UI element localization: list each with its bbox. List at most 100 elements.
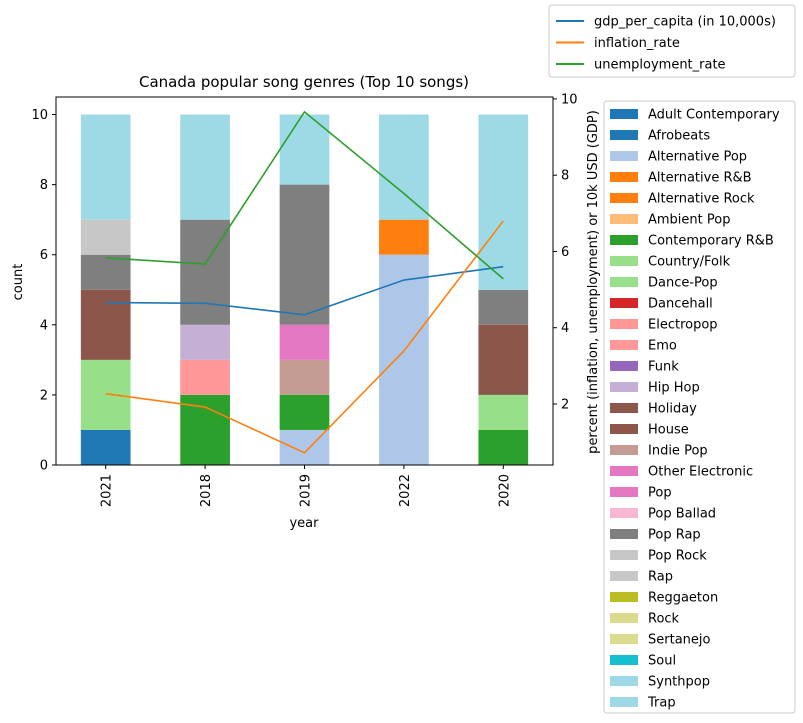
bar-hip-hop-2018	[180, 324, 230, 360]
bar-legend-label-ambient-pop: Ambient Pop	[648, 213, 730, 228]
bar-contemporary-r-b-2019	[279, 394, 330, 430]
y2-tick-label-8: 8	[561, 169, 569, 184]
line-legend-label-inflation-rate: inflation_rate	[594, 36, 680, 51]
bar-legend-label-dance-pop: Dance-Pop	[648, 276, 718, 291]
bar-legend-swatch-alternative-pop	[610, 151, 638, 161]
bar-legend-label-indie-pop: Indie Pop	[648, 444, 708, 459]
bar-legend-swatch-synthpop	[610, 676, 638, 686]
bar-indie-pop-2019	[279, 359, 330, 395]
x-axis-label: year	[289, 516, 319, 531]
y-tick-label-8: 8	[40, 178, 48, 193]
x-tick-label-2021: 2021	[100, 474, 115, 507]
bar-legend-label-emo: Emo	[648, 339, 677, 354]
y2-tick-label-10: 10	[561, 92, 578, 107]
bar-legend-label-electropop: Electropop	[648, 318, 718, 333]
x-tick-label-2019: 2019	[299, 474, 314, 507]
bar-legend-label-country-folk: Country/Folk	[648, 255, 731, 270]
bar-house-2021	[80, 289, 131, 360]
x-tick-label-2020: 2020	[497, 474, 512, 507]
y-tick-label-0: 0	[40, 459, 48, 474]
x-tick-label-2018: 2018	[199, 474, 214, 507]
bar-legend-swatch-dancehall	[610, 298, 638, 308]
y-tick-label-6: 6	[40, 248, 48, 263]
bar-legend-swatch-reggaeton	[610, 592, 638, 602]
bar-legend-label-funk: Funk	[648, 360, 679, 375]
y2-axis: 2 4 6 8 10	[553, 92, 578, 412]
bar-legend-swatch-rock	[610, 613, 638, 623]
bar-legend-swatch-pop	[610, 487, 638, 497]
bar-legend-swatch-ambient-pop	[610, 214, 638, 224]
y2-tick-label-2: 2	[561, 397, 569, 412]
bar-legend-label-reggaeton: Reggaeton	[648, 591, 718, 606]
bar-legend-label-rock: Rock	[648, 612, 680, 627]
bar-legend-label-hip-hop: Hip Hop	[648, 381, 700, 396]
bar-legend-swatch-alternative-rock	[610, 193, 638, 203]
bar-legend-swatch-country-folk	[610, 256, 638, 266]
bar-afrobeats-2021	[80, 429, 131, 465]
bar-legend-swatch-sertanejo	[610, 634, 638, 644]
bar-pop-rap-2020	[478, 289, 529, 325]
y2-tick-label-6: 6	[561, 245, 569, 260]
bar-contemporary-r-b-2020	[478, 429, 529, 465]
bar-legend-swatch-trap	[610, 697, 638, 707]
bar-dance-pop-2021	[80, 359, 131, 430]
bar-rap-2021	[80, 219, 131, 255]
y-axis: 0 2 4 6 8 10	[31, 108, 56, 474]
bar-legend-swatch-rap	[610, 571, 638, 581]
line-legend-box	[548, 4, 796, 78]
bar-legend-swatch-hip-hop	[610, 382, 638, 392]
y-axis-label: count	[11, 264, 26, 301]
bar-legend-label-synthpop: Synthpop	[648, 675, 710, 690]
bar-legend-label-soul: Soul	[648, 654, 676, 669]
bar-legend-swatch-pop-rock	[610, 550, 638, 560]
line-gdp-per-capita-in-10-000s	[105, 265, 504, 316]
bar-legend-swatch-electropop	[610, 319, 638, 329]
bar-pop-rap-2018	[180, 219, 230, 325]
bar-legend-swatch-soul	[610, 655, 638, 665]
bar-legend-swatch-indie-pop	[610, 445, 638, 455]
bar-dance-pop-2020	[478, 394, 529, 430]
bar-legend-swatch-adult-contemporary	[610, 109, 638, 119]
bar-legend-label-sertanejo: Sertanejo	[648, 633, 711, 648]
bar-legend-swatch-alternative-r-b	[610, 172, 638, 182]
line-legend-label-gdp-per-capita-in-10-000s: gdp_per_capita (in 10,000s)	[594, 15, 776, 30]
bar-legend-swatch-contemporary-r-b	[610, 235, 638, 245]
bar-legend-swatch-dance-pop	[610, 277, 638, 287]
bar-legend-label-adult-contemporary: Adult Contemporary	[648, 108, 780, 123]
line-legend: gdp_per_capita (in 10,000s) inflation_rat…	[548, 4, 796, 78]
bar-pop-rap-2019	[279, 184, 330, 325]
bar-legend-label-trap: Trap	[647, 696, 676, 711]
bar-trap-2022	[379, 114, 429, 220]
y-tick-label-4: 4	[40, 318, 48, 333]
bar-legend-label-alternative-r-b: Alternative R&B	[648, 171, 752, 186]
bar-alternative-r-b-2022	[379, 219, 429, 255]
bar-trap-2019	[279, 114, 330, 185]
bar-legend-swatch-holiday	[610, 403, 638, 413]
bar-legend-label-rap: Rap	[648, 570, 673, 585]
bar-legend-label-alternative-rock: Alternative Rock	[648, 192, 755, 207]
chart-title: Canada popular song genres (Top 10 songs…	[139, 73, 469, 91]
bar-legend-label-dancehall: Dancehall	[648, 297, 713, 312]
bar-legend-swatch-pop-rap	[610, 529, 638, 539]
x-axis: 2021 2018 2019 2022 2020	[100, 465, 512, 507]
bar-legend-box	[603, 100, 796, 714]
bar-legend-label-contemporary-r-b: Contemporary R&B	[648, 234, 774, 249]
bar-legend-swatch-house	[610, 424, 638, 434]
bar-trap-2021	[80, 114, 131, 220]
bar-legend-label-alternative-pop: Alternative Pop	[648, 150, 747, 165]
bar-electropop-2018	[180, 359, 230, 395]
bar-other-electronic-2019	[279, 324, 330, 360]
bar-legend-label-pop-rap: Pop Rap	[648, 528, 701, 543]
bar-legend-label-pop-rock: Pop Rock	[648, 549, 707, 564]
bar-legend-label-pop-ballad: Pop Ballad	[648, 507, 716, 522]
bar-legend-swatch-emo	[610, 340, 638, 350]
bar-legend-label-pop: Pop	[648, 486, 672, 501]
bar-legend-label-other-electronic: Other Electronic	[648, 465, 753, 480]
bar-legend-label-afrobeats: Afrobeats	[648, 129, 710, 144]
line-group	[105, 110, 504, 454]
bar-legend-swatch-pop-ballad	[610, 508, 638, 518]
bar-legend-swatch-other-electronic	[610, 466, 638, 476]
bar-house-2020	[478, 324, 529, 395]
line-unemployment-rate	[105, 110, 504, 280]
